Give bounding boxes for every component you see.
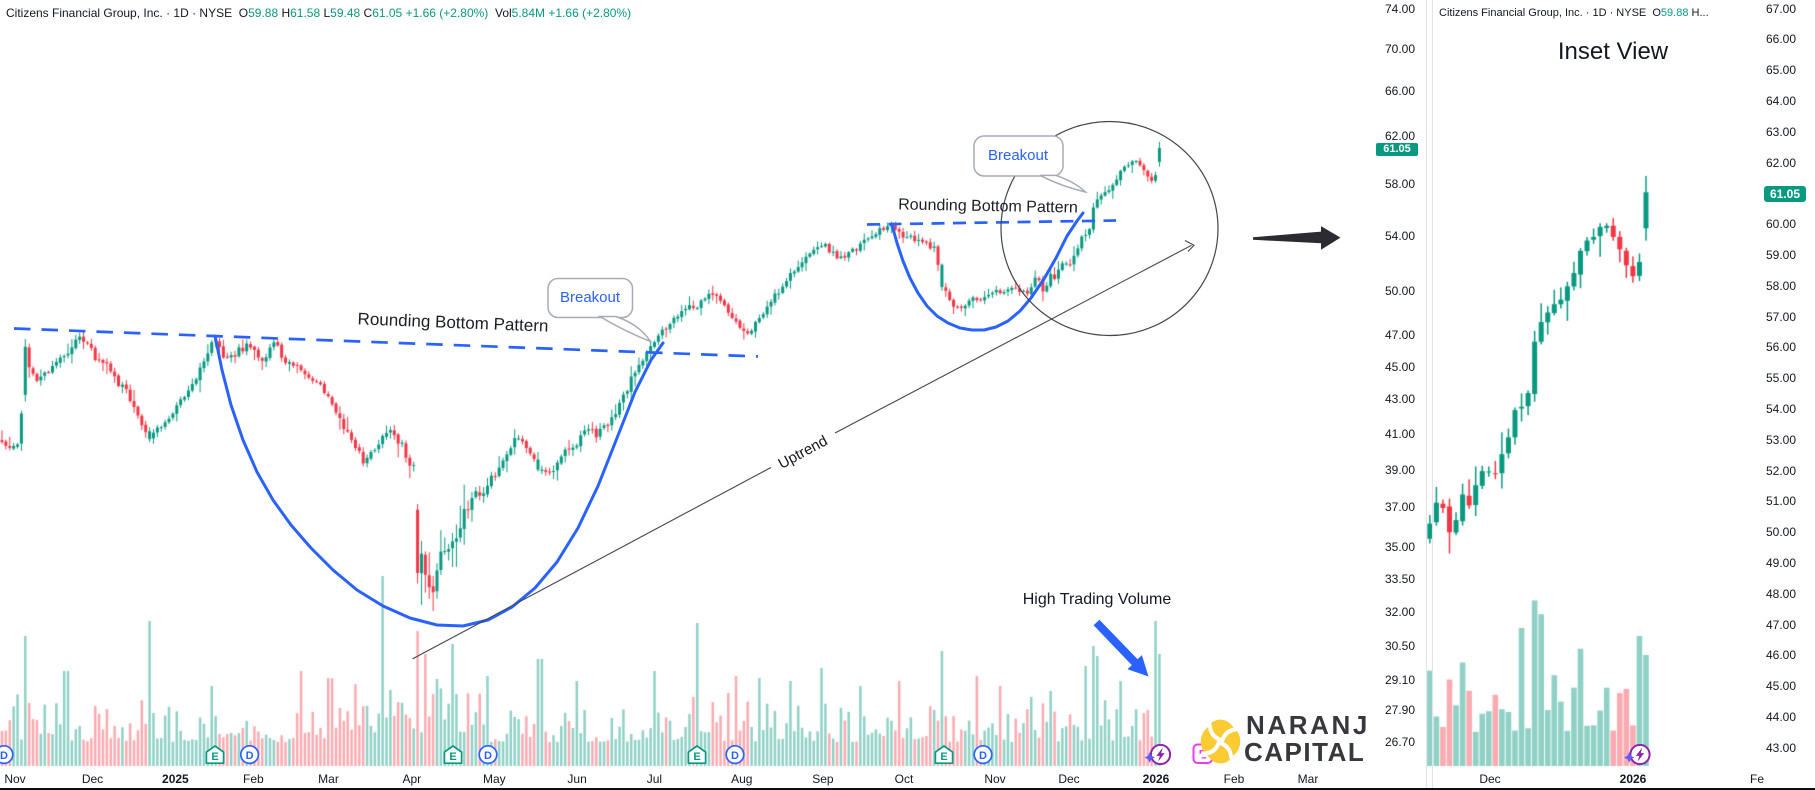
svg-text:E: E [940, 751, 947, 763]
svg-text:D: D [484, 750, 492, 762]
svg-text:E: E [693, 751, 700, 763]
svg-text:D: D [731, 750, 739, 762]
svg-text:D: D [0, 750, 8, 762]
svg-text:E: E [449, 751, 456, 763]
svg-text:D: D [979, 750, 987, 762]
svg-text:E: E [211, 751, 218, 763]
svg-text:D: D [246, 750, 254, 762]
